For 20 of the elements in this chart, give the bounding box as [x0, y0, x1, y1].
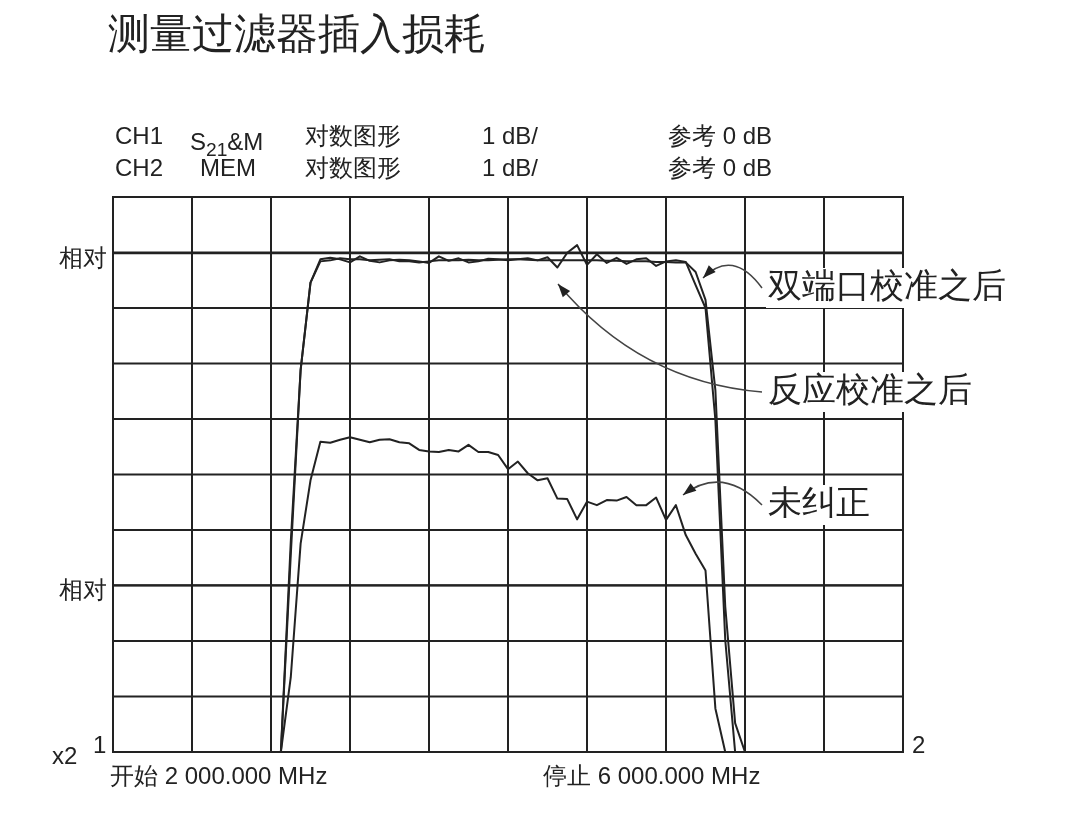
ref-line-label: 相对 [59, 243, 107, 271]
text: 开始 2 000.000 MHz [110, 762, 328, 790]
text: x2 [52, 742, 78, 770]
text: S$_{21}$&M [190, 128, 264, 160]
chart-title: 测量过滤器插入损耗 [108, 9, 486, 59]
text: 停止 6 000.000 MHz [543, 762, 761, 790]
annotation: 双端口校准之后 [768, 266, 1006, 305]
text: 参考 0 dB [668, 122, 773, 150]
ref-line-label: 相对 [59, 575, 107, 603]
text: 对数图形 [305, 154, 401, 182]
text: 2 [912, 731, 926, 759]
text: 对数图形 [305, 122, 401, 150]
text: 1 dB/ [482, 122, 539, 150]
annotation: 反应校准之后 [768, 370, 972, 409]
text: 1 [93, 731, 107, 759]
text: 参考 0 dB [668, 154, 773, 182]
text: CH2 [115, 154, 164, 182]
text: CH1 [115, 122, 164, 150]
text: 1 dB/ [482, 154, 539, 182]
annotation: 未纠正 [768, 483, 870, 522]
